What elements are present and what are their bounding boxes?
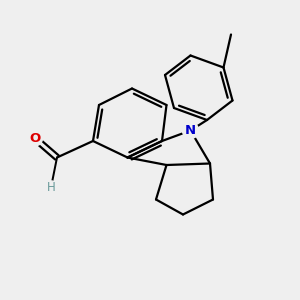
- Text: N: N: [185, 124, 196, 137]
- Circle shape: [26, 130, 43, 146]
- Text: O: O: [29, 131, 40, 145]
- Text: H: H: [46, 181, 56, 194]
- Circle shape: [182, 122, 199, 139]
- Circle shape: [44, 181, 58, 194]
